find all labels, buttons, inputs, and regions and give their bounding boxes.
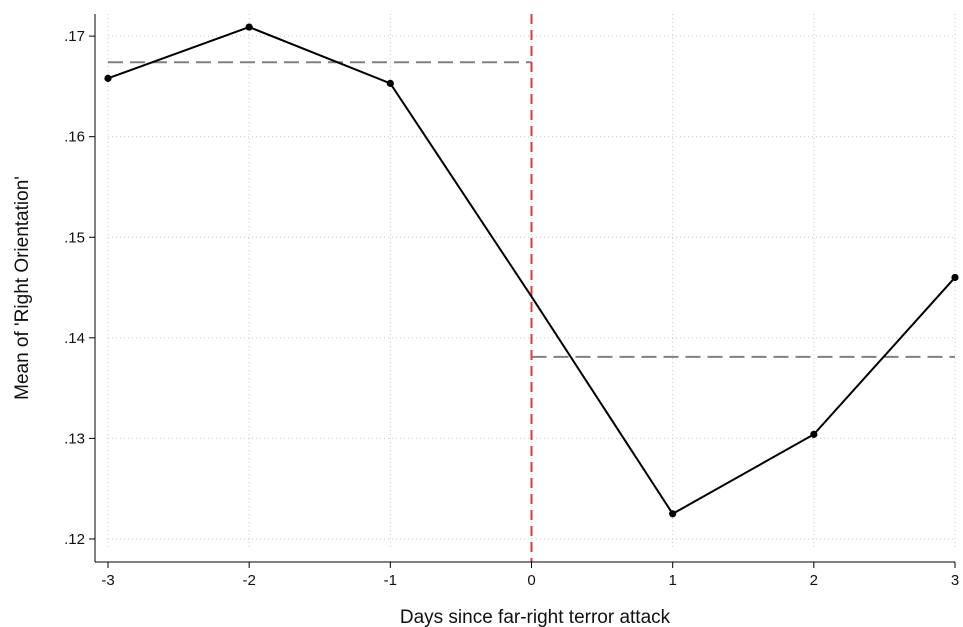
x-tick-label: 3 bbox=[951, 572, 959, 589]
y-tick-label: .16 bbox=[64, 129, 85, 146]
y-axis-title: Mean of 'Right Orientation' bbox=[12, 176, 33, 400]
data-point bbox=[810, 430, 818, 438]
data-point bbox=[245, 23, 253, 31]
data-point bbox=[386, 79, 394, 87]
y-tick-label: .12 bbox=[64, 531, 85, 548]
x-tick-label: -1 bbox=[384, 572, 397, 589]
x-tick-label: -2 bbox=[242, 572, 255, 589]
data-point bbox=[104, 74, 112, 82]
x-tick-label: 2 bbox=[810, 572, 818, 589]
axes bbox=[89, 14, 956, 568]
y-tick-label: .15 bbox=[64, 229, 85, 246]
x-tick-label: 1 bbox=[668, 572, 676, 589]
x-axis-title: Days since far-right terror attack bbox=[400, 607, 671, 627]
tick-labels: -3 -2 -1 0 1 2 3 .12 .13 .14 .15 .16 .17 bbox=[64, 28, 959, 589]
y-tick-label: .13 bbox=[64, 430, 85, 447]
y-tick-label: .14 bbox=[64, 330, 85, 347]
x-tick-label: 0 bbox=[527, 572, 535, 589]
reference-lines bbox=[108, 14, 955, 562]
data-point bbox=[951, 273, 959, 282]
data-point bbox=[669, 510, 677, 518]
data-series bbox=[104, 23, 959, 518]
y-tick-label: .17 bbox=[64, 28, 85, 45]
x-tick-label: -3 bbox=[101, 572, 114, 589]
